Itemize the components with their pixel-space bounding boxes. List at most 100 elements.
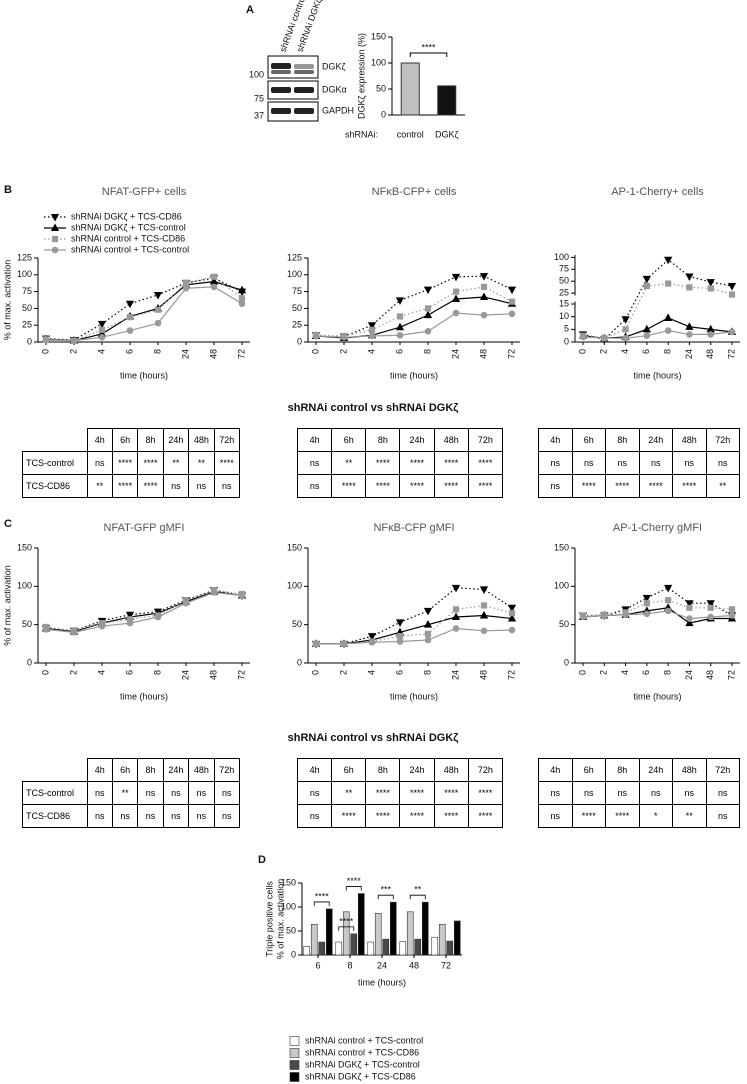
- y-tick-label: 150: [554, 542, 569, 552]
- header-cell: 8h: [365, 428, 401, 452]
- x-tick-label: 72: [726, 349, 736, 359]
- marker: [663, 256, 673, 265]
- marker: [508, 298, 516, 305]
- chart-title: NFκB-CFP+ cells: [372, 186, 457, 198]
- y-axis-label: Triple positive cells: [264, 881, 274, 957]
- blot-band: [294, 108, 314, 114]
- significance-bracket: [409, 894, 426, 900]
- table-cell: ****: [467, 804, 504, 828]
- mw-marker: 37: [254, 110, 264, 120]
- x-tick-label: 4: [366, 670, 376, 675]
- header-cell: 48h: [433, 758, 469, 782]
- blot-band: [271, 63, 291, 69]
- x-tick-label: 0: [40, 349, 50, 354]
- legend-label: shRNAi control + TCS-control: [71, 244, 189, 254]
- marker: [396, 633, 404, 640]
- x-axis-label: time (hours): [358, 977, 406, 987]
- header-cell: 4h: [86, 758, 113, 782]
- table-cell: **: [86, 474, 113, 498]
- header-cell: 48h: [188, 428, 215, 452]
- band-label: GAPDH: [322, 105, 354, 115]
- y-tick-label: 10: [559, 311, 569, 321]
- table-cell: ns: [296, 451, 333, 475]
- legend-label: shRNAi DGKζ + TCS-control: [305, 1059, 420, 1069]
- y-tick-label: 25: [559, 287, 569, 297]
- header-cell: 4h: [538, 758, 573, 782]
- marker: [685, 322, 694, 330]
- marker: [508, 610, 516, 617]
- x-tick-label: 6: [315, 960, 320, 970]
- legend-label: shRNAi control + TCS-CD86: [71, 233, 185, 243]
- y-tick-label: 0: [291, 949, 296, 959]
- header-cell: 24h: [399, 758, 435, 782]
- table-cell: **: [188, 451, 215, 475]
- bar: [437, 85, 457, 116]
- marker: [368, 332, 376, 340]
- table-cell: ****: [365, 804, 401, 828]
- marker: [643, 600, 650, 607]
- x-tick-label: 4: [620, 670, 630, 675]
- x-axis-label: time (hours): [120, 691, 168, 701]
- significance-bracket: [345, 886, 362, 891]
- marker: [600, 612, 608, 619]
- marker: [479, 292, 489, 300]
- y-tick-label: 50: [286, 925, 296, 935]
- header-cell: 24h: [638, 758, 673, 782]
- marker: [182, 284, 190, 292]
- y-tick-label: 100: [281, 901, 296, 911]
- table-cell: ns: [111, 804, 139, 828]
- x-tick-label: 6: [394, 349, 404, 354]
- x-tick-label: 6: [641, 670, 651, 675]
- blot-band: [271, 70, 291, 74]
- series-line: [582, 599, 733, 617]
- table-cell: ****: [672, 474, 707, 498]
- y-tick-label: 100: [554, 581, 569, 591]
- blot-band: [271, 108, 291, 114]
- marker: [154, 319, 162, 327]
- table-cell: ns: [571, 781, 606, 805]
- legend-marker: [51, 235, 59, 243]
- marker: [507, 286, 517, 295]
- blot-box: [267, 101, 319, 122]
- marker: [686, 615, 693, 622]
- y-tick-label: 100: [17, 269, 32, 279]
- series-line: [45, 277, 243, 341]
- x-axis-label: time (hours): [633, 370, 681, 380]
- x-tick-label: 6: [124, 349, 134, 354]
- table-cell: ns: [137, 781, 164, 805]
- table-cell: ****: [137, 451, 164, 475]
- header-cell: 6h: [571, 428, 606, 452]
- table-row: ns******************: [538, 474, 740, 498]
- table-row: TCS-CD86 ** **** **** ns ns ns: [22, 474, 241, 498]
- corner-cell: [23, 759, 88, 782]
- table-cell: ****: [137, 474, 164, 498]
- table-cell: ns: [571, 451, 606, 475]
- bar: [310, 923, 318, 956]
- marker: [707, 331, 715, 338]
- table-cell: ****: [605, 474, 640, 498]
- table-cell: ****: [331, 804, 367, 828]
- chart-title: AP-1-Cherry+ cells: [611, 186, 704, 198]
- panel-label: D: [258, 854, 266, 866]
- table-row: ns **** **** * ** ns: [538, 804, 740, 828]
- marker: [395, 322, 405, 331]
- table-cell: ****: [605, 804, 640, 828]
- header-cell: 24h: [399, 428, 435, 452]
- x-tick-label: 8: [663, 349, 673, 354]
- blot-band: [294, 70, 314, 74]
- y-tick-label: 0: [564, 336, 569, 346]
- marker: [424, 630, 432, 637]
- table-cell: **: [111, 781, 139, 805]
- x-tick-label: 48: [705, 349, 715, 359]
- header-cell: 72h: [467, 758, 504, 782]
- y-tick-label: 0: [381, 109, 386, 119]
- table-cell: **: [162, 451, 190, 475]
- x-tick-label: 8: [152, 670, 162, 675]
- blot-band: [294, 64, 314, 69]
- marker: [665, 280, 672, 287]
- marker: [686, 284, 693, 291]
- marker: [621, 316, 630, 324]
- marker: [728, 606, 736, 613]
- chart-title: AP-1-Cherry gMFI: [613, 522, 702, 534]
- marker: [508, 626, 516, 634]
